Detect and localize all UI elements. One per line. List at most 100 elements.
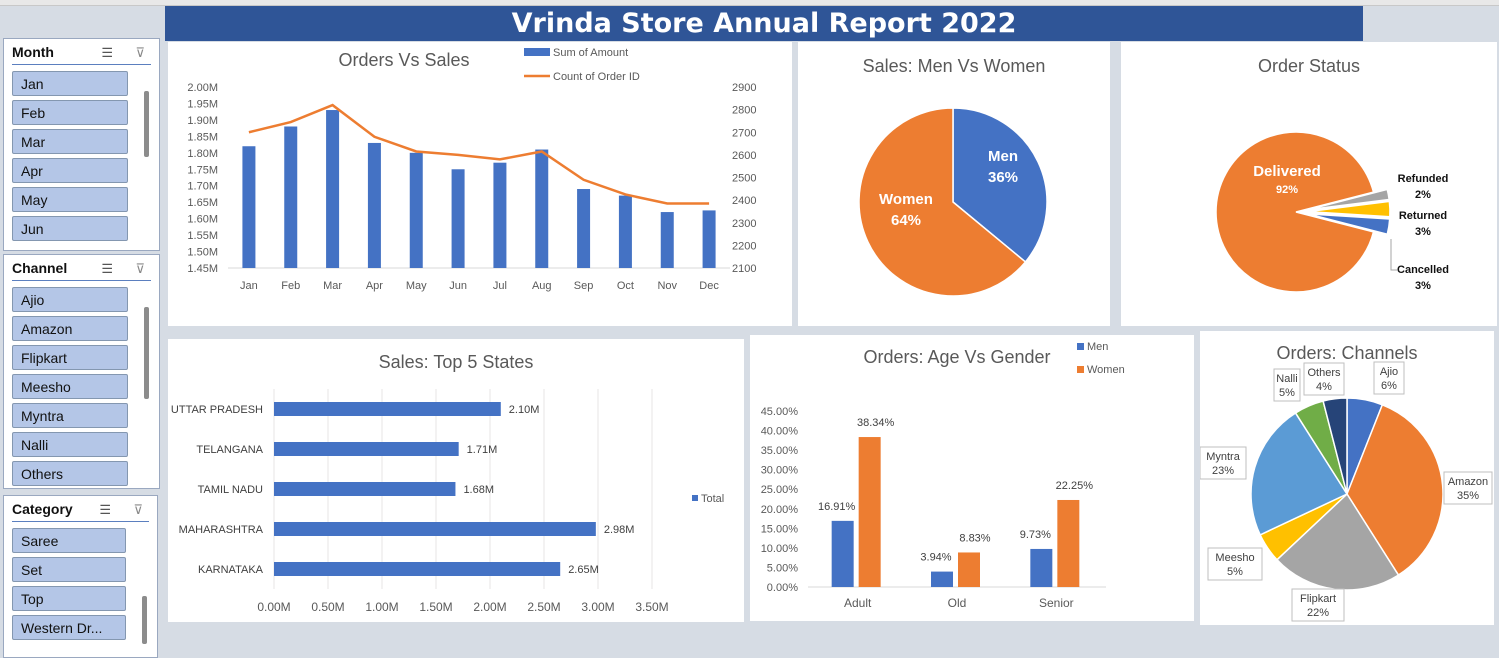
slice-label: Returned [1399, 210, 1447, 222]
orders-vs-sales-panel[interactable]: Orders Vs Sales Sum of Amount Count of Ord… [168, 42, 792, 326]
sales-men-women-panel[interactable]: Sales: Men Vs Women Men 36% Women 64% [798, 42, 1110, 326]
y-tick-label: 20.00% [761, 504, 799, 516]
y-tick-label: 5.00% [767, 562, 798, 574]
slicer-header: Month ☰ ⊽ [12, 39, 151, 65]
y-tick-label: 15.00% [761, 523, 799, 535]
slicer-scrollbar[interactable] [144, 307, 149, 399]
slicer-item-mar[interactable]: Mar [12, 129, 128, 154]
y-category-label: KARNATAKA [198, 564, 264, 576]
bar-women-senior [1057, 499, 1080, 587]
channel-slicer[interactable]: Channel ☰ ⊽ Ajio Amazon Flipkart Meesho Mynt… [3, 254, 160, 489]
callout-label: Flipkart [1300, 593, 1336, 605]
top-5-states-panel[interactable]: Sales: Top 5 States 0.00M 0.50M 1.00M 1.50M 2… [168, 339, 744, 622]
bar-men-senior [1030, 548, 1053, 587]
slicer-item-saree[interactable]: Saree [12, 528, 126, 553]
bar-men-adult [831, 520, 854, 587]
clear-filter-icon[interactable]: ⊽ [135, 45, 145, 60]
category-slicer[interactable]: Category ☰ ⊽ Saree Set Top Western Dr... [3, 495, 158, 658]
callout-label: Myntra [1206, 451, 1241, 463]
y2-tick-label: 2300 [732, 218, 756, 230]
slicer-item-western-dr[interactable]: Western Dr... [12, 615, 126, 640]
bar-amount-may [409, 152, 423, 268]
slicer-item-nalli[interactable]: Nalli [12, 432, 128, 457]
slicer-item-apr[interactable]: Apr [12, 158, 128, 183]
chart-title: Orders: Channels [1276, 343, 1417, 363]
x-tick-label: Apr [366, 280, 383, 292]
x-tick-label: 1.00M [365, 600, 398, 614]
y-tick-label: 1.50M [187, 247, 218, 259]
clear-filter-icon[interactable]: ⊽ [133, 502, 143, 517]
orders-channels-panel[interactable]: Orders: Channels Ajio 6% Amazon 35% Flipkart 2… [1199, 331, 1494, 625]
pie-slice-refunded [1307, 188, 1390, 211]
multi-select-icon[interactable]: ☰ [101, 261, 113, 276]
bar-amount-nov [660, 212, 674, 268]
x-tick-label: Sep [574, 280, 594, 292]
callout-label: Nalli [1276, 373, 1297, 385]
data-callout [1207, 547, 1263, 581]
callout-value: 35% [1457, 490, 1479, 502]
y-tick-label: 1.55M [187, 230, 218, 242]
y2-tick-label: 2200 [732, 240, 756, 252]
month-slicer[interactable]: Month ☰ ⊽ Jan Feb Mar Apr May Jun [3, 38, 160, 251]
slicer-item-jun[interactable]: Jun [12, 216, 128, 241]
x-tick-label: 0.00M [257, 600, 290, 614]
legend-label: Women [1087, 364, 1125, 376]
callout-value: 5% [1227, 566, 1243, 578]
slicer-item-others[interactable]: Others [12, 461, 128, 486]
slicer-item-flipkart[interactable]: Flipkart [12, 345, 128, 370]
slicer-item-myntra[interactable]: Myntra [12, 403, 128, 428]
order-status-panel[interactable]: Order Status Delivered 92% Refunded 2% Return… [1121, 42, 1497, 326]
x-tick-label: Jul [493, 280, 507, 292]
bar-amount-jul [493, 162, 507, 268]
pie-slice-men [952, 107, 1048, 263]
x-tick-label: Jun [449, 280, 467, 292]
legend-label: Men [1087, 341, 1108, 353]
bar-women-old [958, 552, 980, 587]
y2-tick-label: 2800 [732, 105, 756, 117]
bar-karnataka [274, 562, 561, 576]
x-tick-label: Adult [844, 596, 872, 610]
slicer-item-top[interactable]: Top [12, 586, 126, 611]
y2-tick-label: 2400 [732, 195, 756, 207]
pie-slice-delivered [1215, 131, 1375, 293]
chart-title: Orders Vs Sales [338, 50, 469, 70]
bar-amount-aug [535, 149, 549, 268]
y2-tick-label: 2600 [732, 150, 756, 162]
x-tick-label: Jan [240, 280, 258, 292]
slicer-scrollbar[interactable] [142, 596, 147, 644]
x-tick-label: 1.50M [419, 600, 452, 614]
y-tick-label: 1.80M [187, 148, 218, 160]
slicer-scrollbar[interactable] [144, 91, 149, 157]
data-label: 2.98M [604, 524, 635, 536]
slicer-item-ajio[interactable]: Ajio [12, 287, 128, 312]
callout-value: 5% [1279, 387, 1295, 399]
bar-maharashtra [274, 522, 596, 536]
bar-tamil-nadu [274, 482, 456, 496]
slice-value: 3% [1415, 280, 1431, 292]
slice-value: 92% [1276, 184, 1298, 196]
slicer-item-amazon[interactable]: Amazon [12, 316, 128, 341]
bar-uttar-pradesh [274, 402, 501, 416]
slicer-item-jan[interactable]: Jan [12, 71, 128, 96]
y2-tick-label: 2900 [732, 82, 756, 94]
x-tick-label: Aug [532, 280, 552, 292]
multi-select-icon[interactable]: ☰ [99, 502, 111, 517]
legend-swatch-men [1077, 343, 1084, 350]
slicer-item-feb[interactable]: Feb [12, 100, 128, 125]
data-callout [1273, 368, 1301, 402]
age-vs-gender-panel[interactable]: Orders: Age Vs Gender Men Women 45.00% 40.00… [750, 335, 1194, 621]
clear-filter-icon[interactable]: ⊽ [135, 261, 145, 276]
multi-select-icon[interactable]: ☰ [101, 45, 113, 60]
x-tick-label: Senior [1039, 596, 1074, 610]
x-tick-label: May [406, 280, 427, 292]
y-tick-label: 1.75M [187, 164, 218, 176]
slice-label: Refunded [1398, 173, 1449, 185]
slicer-item-may[interactable]: May [12, 187, 128, 212]
top-5-states-chart: Sales: Top 5 States 0.00M 0.50M 1.00M 1.50M 2… [171, 352, 724, 614]
data-label: 8.83% [959, 532, 990, 544]
slicer-item-set[interactable]: Set [12, 557, 126, 582]
y-tick-label: 35.00% [761, 445, 799, 457]
slicer-item-meesho[interactable]: Meesho [12, 374, 128, 399]
sales-men-women-chart: Sales: Men Vs Women Men 36% Women 64% [858, 56, 1048, 297]
chart-title: Sales: Men Vs Women [863, 56, 1046, 76]
